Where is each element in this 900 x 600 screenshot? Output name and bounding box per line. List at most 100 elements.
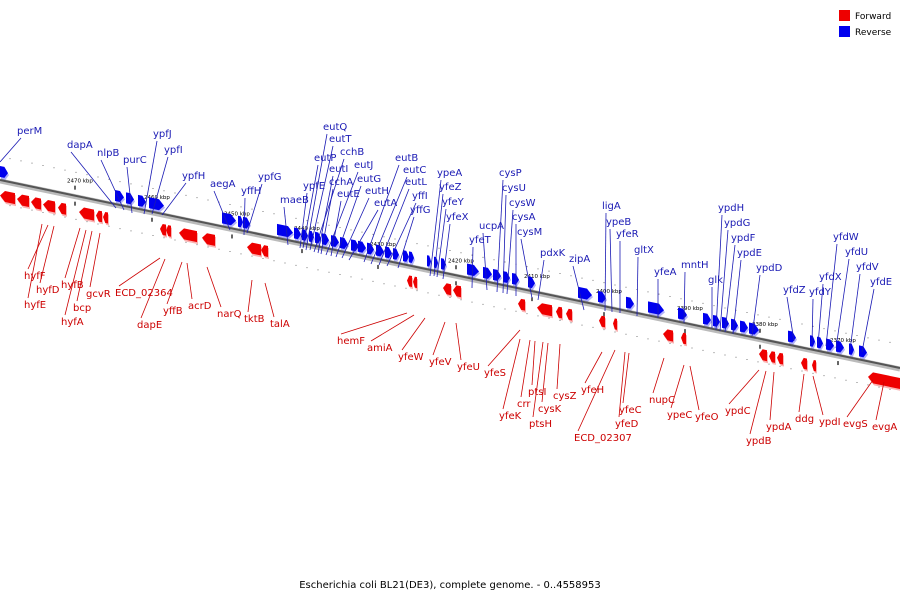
reverse-gene-label: ypeA: [437, 168, 462, 179]
reverse-gene-label: eutI: [329, 164, 348, 175]
reverse-gene-label: aegA: [210, 179, 236, 190]
forward-gene-label: hemF: [337, 336, 365, 347]
forward-label-line: [432, 321, 446, 356]
forward-gene-label: tktB: [244, 314, 265, 325]
gene-arrow-shadow: [404, 252, 410, 264]
forward-gene-label: hyfF: [24, 271, 46, 282]
forward-label-line: [247, 279, 253, 313]
forward-gene-arrow: [31, 197, 41, 210]
reverse-label-line: [299, 192, 308, 249]
reverse-label-line: [683, 271, 686, 324]
gene-arrow-shadow: [80, 209, 95, 223]
forward-label-line: [502, 338, 521, 410]
reverse-gene-arrow: [626, 296, 634, 309]
forward-label-line: [140, 258, 166, 319]
reverse-gene-label: perM: [17, 126, 42, 137]
forward-gene-arrow: [812, 359, 816, 372]
gene-arrow-shadow: [664, 331, 674, 344]
gene-arrow-shadow: [770, 353, 776, 365]
gene-arrow-shadow: [248, 244, 262, 258]
forward-label-line: [846, 379, 874, 418]
forward-gene-label: yfeH: [581, 385, 604, 396]
forward-gene-arrow: [0, 191, 15, 205]
reverse-gene-label: cysM: [517, 227, 542, 238]
forward-gene-arrow: [17, 194, 29, 208]
reverse-label-line: [320, 188, 334, 255]
forward-gene-arrow: [407, 275, 412, 288]
gene-arrow-shadow: [704, 314, 712, 327]
reverse-gene-label: cysP: [499, 168, 522, 179]
forward-gene-label: ypeC: [667, 410, 692, 421]
reverse-gene-label: eutP: [314, 153, 336, 164]
reverse-gene-arrow: [409, 251, 414, 264]
reverse-gene-arrow: [427, 255, 431, 267]
reverse-label-line: [609, 228, 613, 313]
forward-gene-label: cysK: [538, 404, 562, 415]
forward-label-line: [118, 257, 161, 287]
gene-arrow-shadow: [454, 287, 462, 300]
forward-gene-arrow: [443, 283, 451, 296]
forward-gene-arrow: [43, 200, 55, 213]
reverse-gene-arrow: [393, 248, 399, 260]
reverse-gene-label: ypdF: [731, 233, 756, 244]
reverse-gene-label: yfdW: [833, 232, 859, 243]
gene-arrow-shadow: [167, 227, 172, 239]
gene-arrow-shadow: [529, 278, 536, 291]
reverse-label-line: [861, 288, 875, 353]
genome-caption: Escherichia coli BL21(DE3), complete gen…: [299, 580, 601, 591]
forward-gene-label: hyfB: [61, 280, 84, 291]
reverse-gene-arrow: [238, 215, 243, 228]
reverse-label-line: [330, 200, 342, 257]
reverse-gene-arrow: [385, 246, 392, 259]
forward-gene-arrow: [413, 276, 417, 289]
reverse-label-line: [151, 156, 169, 215]
reverse-gene-label: yfdY: [809, 287, 832, 298]
reverse-gene-label: yfdV: [856, 262, 879, 273]
gene-arrow-shadow: [714, 316, 721, 329]
reverse-gene-label: dapA: [67, 140, 93, 151]
gene-arrow-shadow: [850, 345, 855, 357]
legend-reverse-label: Reverse: [855, 28, 892, 38]
reverse-label-line: [825, 243, 838, 347]
reverse-label-line: [0, 137, 22, 163]
gene-arrow-shadow: [161, 225, 167, 238]
gene-arrow-shadow: [519, 300, 526, 313]
reverse-gene-arrow: [367, 242, 374, 255]
forward-gene-label: ptsI: [528, 387, 546, 398]
forward-gene-label: yfeO: [695, 412, 719, 423]
reverse-gene-label: eutQ: [323, 122, 347, 133]
reverse-label-line: [305, 133, 328, 251]
forward-gene-label: amiA: [367, 343, 393, 354]
reverse-gene-label: ypfI: [164, 145, 183, 156]
forward-gene-label: evgS: [843, 419, 868, 430]
forward-label-line: [76, 230, 93, 302]
reverse-gene-arrow: [749, 322, 759, 335]
forward-gene-arrow: [868, 372, 900, 389]
reverse-gene-arrow: [731, 318, 738, 331]
gene-arrow-shadow: [789, 332, 797, 345]
forward-gene-arrow: [247, 242, 261, 256]
forward-gene-label: yfeU: [457, 362, 480, 373]
gene-arrow-shadow: [316, 233, 322, 246]
reverse-label-line: [335, 185, 362, 258]
tick-label: 2470 kbp: [67, 179, 93, 185]
forward-gene-arrow: [202, 233, 215, 246]
forward-gene-arrow: [769, 351, 775, 363]
reverse-gene-label: yfdX: [819, 272, 842, 283]
forward-label-line: [64, 227, 81, 279]
reverse-gene-label: yfdE: [870, 277, 892, 288]
forward-gene-label: ypdB: [746, 436, 772, 447]
reverse-gene-label: nlpB: [97, 148, 119, 159]
reverse-gene-label: ypdH: [718, 203, 744, 214]
reverse-gene-label: pdxK: [540, 248, 566, 259]
reverse-gene-label: yfeT: [469, 235, 492, 246]
forward-label-line: [618, 351, 626, 418]
forward-gene-label: evgA: [872, 422, 897, 433]
reverse-label-line: [849, 273, 861, 351]
forward-gene-arrow: [103, 211, 108, 224]
reverse-label-line: [313, 158, 345, 253]
forward-gene-label: ECD_02364: [115, 288, 173, 299]
reverse-gene-arrow: [678, 307, 687, 320]
forward-gene-arrow: [518, 298, 525, 311]
